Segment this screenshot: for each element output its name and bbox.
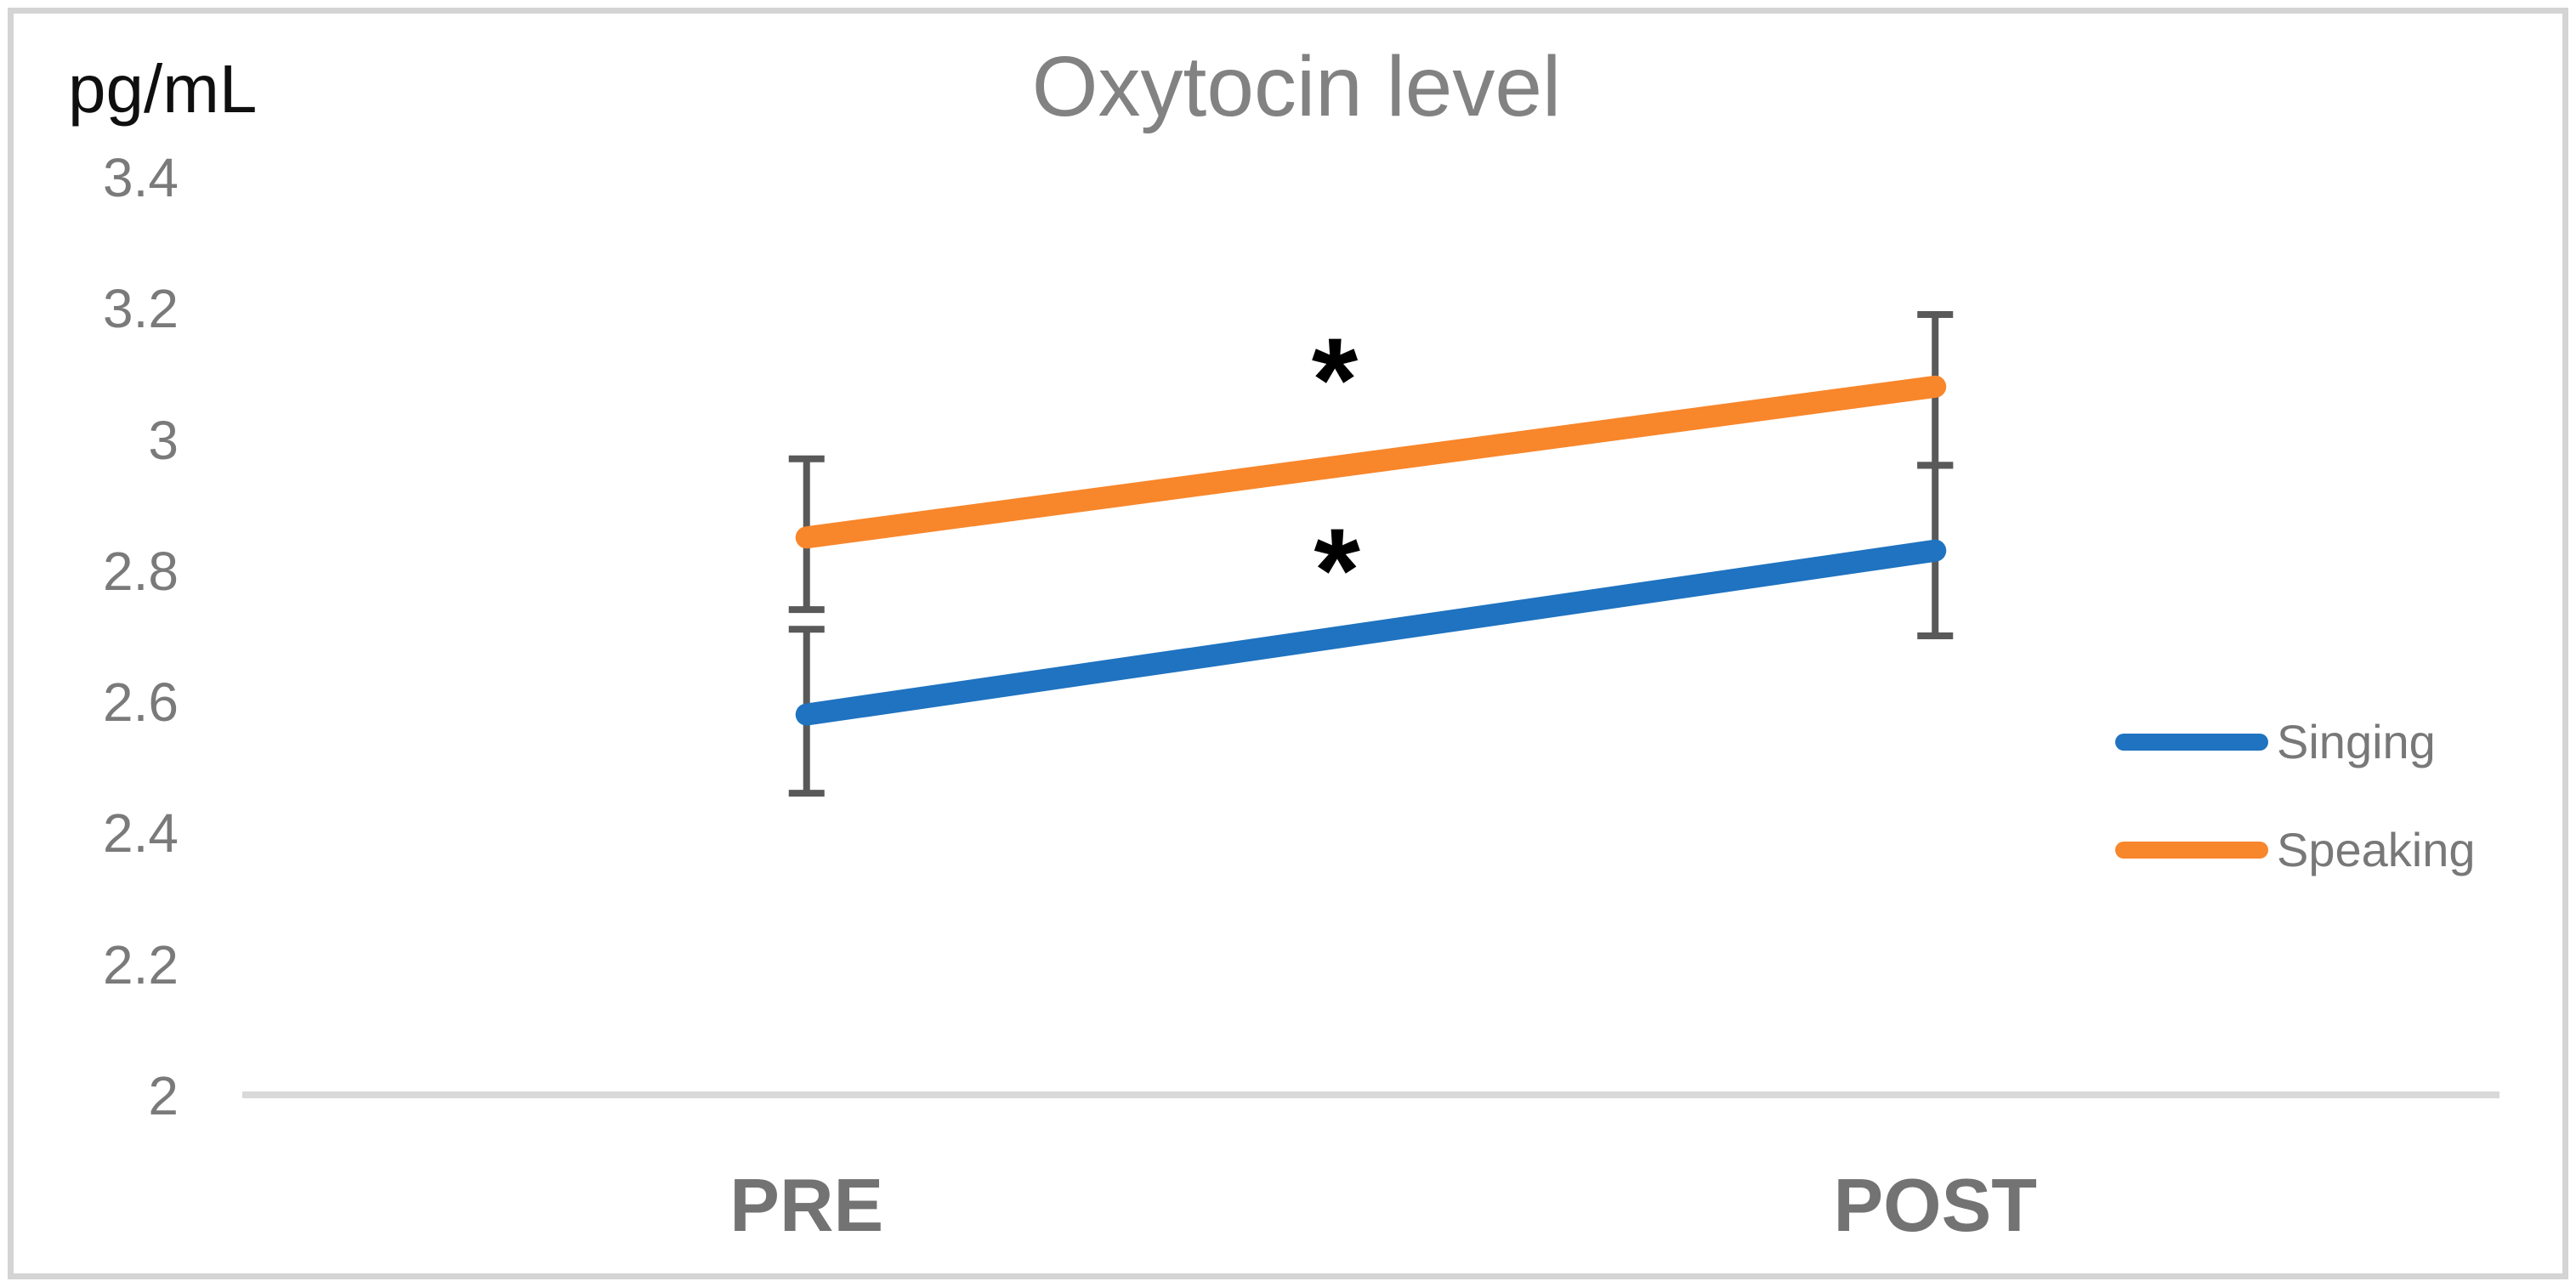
x-axis-label-pre: PRE	[729, 1163, 884, 1247]
x-axis-label-post: POST	[1833, 1163, 2038, 1247]
series-line-speaking	[795, 375, 1947, 549]
y-tick-label: 3.4	[103, 147, 179, 208]
y-tick-label: 2.6	[103, 672, 179, 734]
error-bars-group	[788, 311, 1954, 797]
legend-swatch-singing	[2115, 734, 2268, 751]
legend-item-speaking: Speaking	[2115, 822, 2476, 878]
significance-asterisk: *	[1311, 313, 1359, 446]
legend-item-singing: Singing	[2115, 714, 2436, 770]
y-tick-label: 2	[148, 1065, 179, 1126]
legend-label-speaking: Speaking	[2277, 822, 2476, 876]
chart-title: Oxytocin level	[1031, 39, 1562, 134]
y-tick-label: 3.2	[103, 278, 179, 340]
y-tick-label: 2.4	[103, 802, 179, 865]
legend-label-singing: Singing	[2277, 714, 2436, 768]
y-tick-label: 3	[148, 409, 179, 471]
series-line-singing	[795, 539, 1947, 726]
legend-swatch-speaking	[2115, 842, 2268, 859]
series-lines-group	[795, 375, 1947, 726]
y-axis-unit-label: pg/mL	[68, 51, 258, 127]
y-tick-label: 2.8	[103, 540, 179, 602]
significance-asterisk: *	[1314, 502, 1360, 637]
y-tick-label: 2.2	[103, 933, 179, 995]
